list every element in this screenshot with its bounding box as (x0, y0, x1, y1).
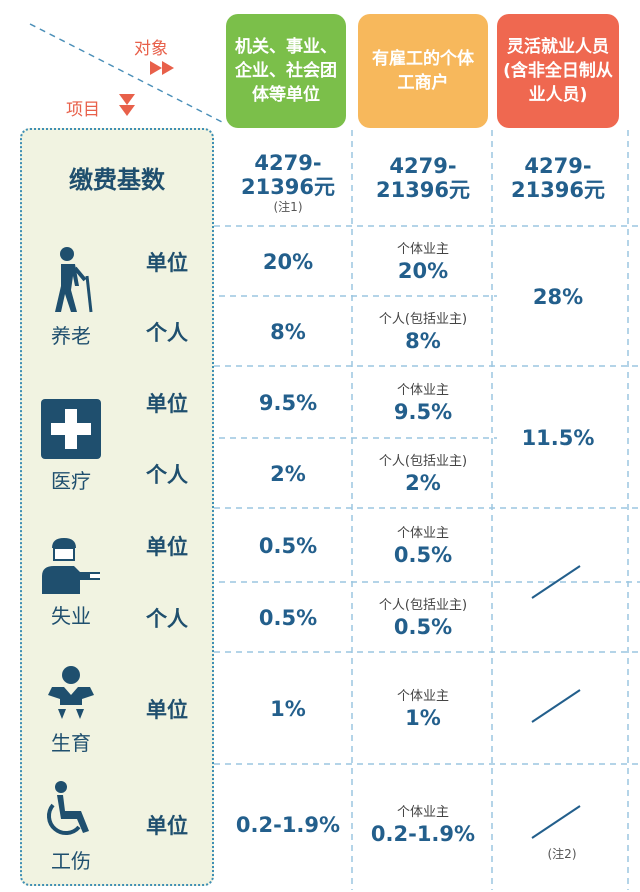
pension-flexible: 28% (532, 285, 584, 309)
unemp-unit-c2: 个体业主 0.5% (393, 526, 453, 567)
object-label: 对象 (134, 39, 168, 59)
worker-icon (42, 537, 100, 594)
category-injury: 工伤 (22, 772, 120, 882)
category-medical: 医疗 (22, 390, 120, 502)
injury-note: (注2) (547, 847, 577, 861)
category-label: 生育 (51, 730, 91, 755)
header-self-employed: 有雇工的个体工商户 (358, 14, 488, 128)
pension-unit-c1: 20% (262, 250, 314, 274)
sub-unit-injury: 单位 (146, 814, 188, 838)
unemp-personal-c2: 个人(包括业主) 0.5% (378, 598, 468, 639)
sub-unit-maternity: 单位 (146, 698, 188, 722)
base-label: 缴费基数 (69, 165, 165, 194)
medical-unit-c2: 个体业主 9.5% (393, 383, 453, 424)
medical-flexible: 11.5% (521, 426, 595, 450)
maternity-unit-c2: 个体业主 1% (396, 689, 449, 730)
base-col2: 4279-21396元 (375, 154, 471, 202)
category-label: 工伤 (51, 848, 91, 873)
medical-unit-c1: 9.5% (258, 391, 318, 415)
sub-personal-medical: 个人 (146, 463, 188, 487)
na-slash-injury (531, 805, 581, 839)
wheelchair-icon (47, 780, 89, 835)
elderly-person-icon (55, 246, 93, 312)
item-label: 项目 (66, 100, 100, 120)
category-pension: 养老 (22, 232, 120, 362)
category-maternity: 生育 (22, 660, 120, 760)
sub-personal-unemp: 个人 (146, 607, 188, 631)
injury-unit-c1: 0.2-1.9% (235, 813, 341, 837)
double-arrow-down-icon (119, 94, 135, 116)
sub-personal-pension: 个人 (146, 321, 188, 345)
pension-personal-c1: 8% (270, 320, 306, 344)
pension-personal-c2: 个人(包括业主) 8% (378, 312, 468, 353)
category-label: 医疗 (51, 468, 91, 493)
header-institutions: 机关、事业、企业、社会团体等单位 (226, 14, 346, 128)
baby-icon (48, 665, 94, 719)
medical-personal-c1: 2% (270, 462, 306, 486)
base-col1: 4279-21396元 (注1) (240, 151, 336, 214)
pension-unit-c2: 个体业主 20% (396, 242, 449, 283)
category-label: 养老 (51, 323, 91, 348)
unemp-unit-c1: 0.5% (258, 534, 318, 558)
unemp-personal-c1: 0.5% (258, 606, 318, 630)
sub-unit-pension: 单位 (146, 251, 188, 275)
injury-unit-c2: 个体业主 0.2-1.9% (370, 805, 476, 846)
medical-personal-c2: 个人(包括业主) 2% (378, 454, 468, 495)
medical-cross-icon (41, 398, 101, 459)
left-panel (20, 128, 214, 886)
base-col3: 4279-21396元 (510, 154, 606, 202)
header-flexible-workers: 灵活就业人员(含非全日制从业人员) (497, 14, 619, 128)
maternity-unit-c1: 1% (270, 697, 306, 721)
double-arrow-right-icon (150, 61, 174, 75)
sub-unit-medical: 单位 (146, 392, 188, 416)
sub-unit-unemp: 单位 (146, 535, 188, 559)
na-slash-unemp (531, 565, 581, 599)
category-unemployment: 失业 (22, 528, 120, 638)
category-label: 失业 (51, 603, 91, 628)
na-slash-maternity (531, 689, 581, 723)
